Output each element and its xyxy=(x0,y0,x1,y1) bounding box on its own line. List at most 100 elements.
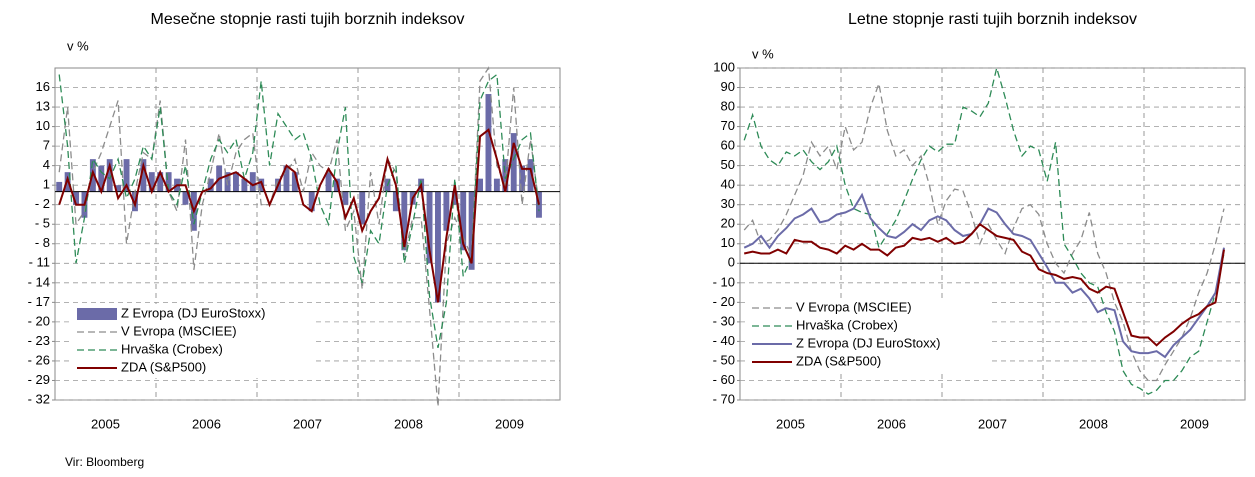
y-tick-label: - 40 xyxy=(713,333,735,348)
bar xyxy=(401,191,408,251)
bar xyxy=(308,191,315,212)
bar xyxy=(258,178,265,192)
bar xyxy=(165,172,172,192)
y-tick-label: - 26 xyxy=(28,352,50,367)
x-tick-label: 2006 xyxy=(192,416,221,431)
series-line xyxy=(58,128,540,303)
y-tick-label: 10 xyxy=(721,235,735,250)
bar xyxy=(123,159,130,192)
bar xyxy=(477,178,483,192)
y-tick-label: 70 xyxy=(721,118,735,133)
source: Vir: Bloomberg xyxy=(65,455,144,469)
bar xyxy=(460,191,467,251)
y-tick-label: - 60 xyxy=(713,372,735,387)
legend-label: Hrvaška (Crobex) xyxy=(121,341,223,356)
bar xyxy=(392,191,399,212)
y-tick-label: - 50 xyxy=(713,352,735,367)
bar xyxy=(207,178,214,192)
x-tick-label: 2008 xyxy=(1079,416,1108,431)
series-line xyxy=(743,81,1225,382)
x-tick-label: 2007 xyxy=(293,416,322,431)
y-tick-label: - 10 xyxy=(713,274,735,289)
y-tick-label: 80 xyxy=(721,98,735,113)
y-tick-label: 0 xyxy=(728,255,735,270)
x-tick-label: 2005 xyxy=(776,416,805,431)
y-tick-label: 16 xyxy=(36,79,50,94)
chart-title: Letne stopnje rasti tujih borznih indeks… xyxy=(848,11,1137,28)
bar xyxy=(241,178,248,192)
bar xyxy=(73,191,79,205)
bar xyxy=(249,172,256,192)
y-axis-label: v % xyxy=(67,38,89,53)
y-tick-label: - 29 xyxy=(28,372,50,387)
legend-label: Z Evropa (DJ EuroStoxx) xyxy=(121,305,266,320)
bar xyxy=(443,191,450,231)
bar xyxy=(502,159,509,192)
x-tick-label: 2008 xyxy=(394,416,423,431)
y-tick-label: 30 xyxy=(721,196,735,211)
y-tick-label: 7 xyxy=(43,138,50,153)
y-tick-label: - 8 xyxy=(35,235,50,250)
bar xyxy=(435,191,441,303)
y-tick-label: - 2 xyxy=(35,196,50,211)
bar xyxy=(527,159,534,192)
legend-label: ZDA (S&P500) xyxy=(796,353,881,368)
legend-box xyxy=(748,298,988,372)
bar xyxy=(140,159,147,192)
bar xyxy=(426,191,433,264)
x-tick-label: 2009 xyxy=(495,416,524,431)
legend-label: V Evropa (MSCIEE) xyxy=(796,299,912,314)
y-tick-label: - 20 xyxy=(713,294,735,309)
y-tick-label: - 11 xyxy=(29,255,50,270)
y-tick-label: 90 xyxy=(721,79,735,94)
y-tick-label: 20 xyxy=(721,216,735,231)
y-tick-label: 40 xyxy=(721,177,735,192)
y-tick-label: - 30 xyxy=(713,313,735,328)
chart-title: Mesečne stopnje rasti tujih borznih inde… xyxy=(151,11,465,28)
bar xyxy=(451,191,458,205)
bar xyxy=(468,191,475,270)
y-axis-label: v % xyxy=(752,46,774,61)
x-tick-label: 2006 xyxy=(877,416,906,431)
bar xyxy=(485,94,492,192)
bar xyxy=(233,172,239,192)
legend-swatch xyxy=(77,308,117,320)
legend-label: Hrvaška (Crobex) xyxy=(796,317,898,332)
bar xyxy=(157,172,164,192)
bar xyxy=(115,185,122,192)
y-tick-label: 100 xyxy=(713,59,735,74)
series-line xyxy=(743,192,1225,359)
bar xyxy=(493,178,500,192)
y-tick-label: 13 xyxy=(36,98,50,113)
bar xyxy=(148,172,155,192)
bar xyxy=(283,165,290,192)
bar xyxy=(106,159,113,192)
legend-label: V Evropa (MSCIEE) xyxy=(121,323,237,338)
bar xyxy=(325,172,332,192)
legend-label: Z Evropa (DJ EuroStoxx) xyxy=(796,335,941,350)
y-tick-label: - 14 xyxy=(28,274,50,289)
y-tick-label: 60 xyxy=(721,138,735,153)
y-tick-label: 10 xyxy=(36,118,50,133)
y-tick-label: - 70 xyxy=(713,391,735,406)
bar xyxy=(342,191,349,205)
y-tick-label: - 5 xyxy=(35,216,50,231)
y-tick-label: 50 xyxy=(721,157,735,172)
y-tick-label: - 23 xyxy=(28,333,50,348)
y-tick-label: - 17 xyxy=(28,294,50,309)
y-tick-label: - 20 xyxy=(28,313,50,328)
bar xyxy=(182,191,189,205)
bar xyxy=(56,181,63,192)
bar xyxy=(98,165,105,192)
bar xyxy=(359,191,366,225)
legend-label: ZDA (S&P500) xyxy=(121,359,206,374)
y-tick-label: 1 xyxy=(43,177,50,192)
series-line xyxy=(743,222,1225,347)
y-tick-label: 4 xyxy=(43,157,50,172)
x-tick-label: 2005 xyxy=(91,416,120,431)
bar xyxy=(291,172,298,192)
x-tick-label: 2007 xyxy=(978,416,1007,431)
bar xyxy=(510,133,517,192)
x-tick-label: 2009 xyxy=(1180,416,1209,431)
